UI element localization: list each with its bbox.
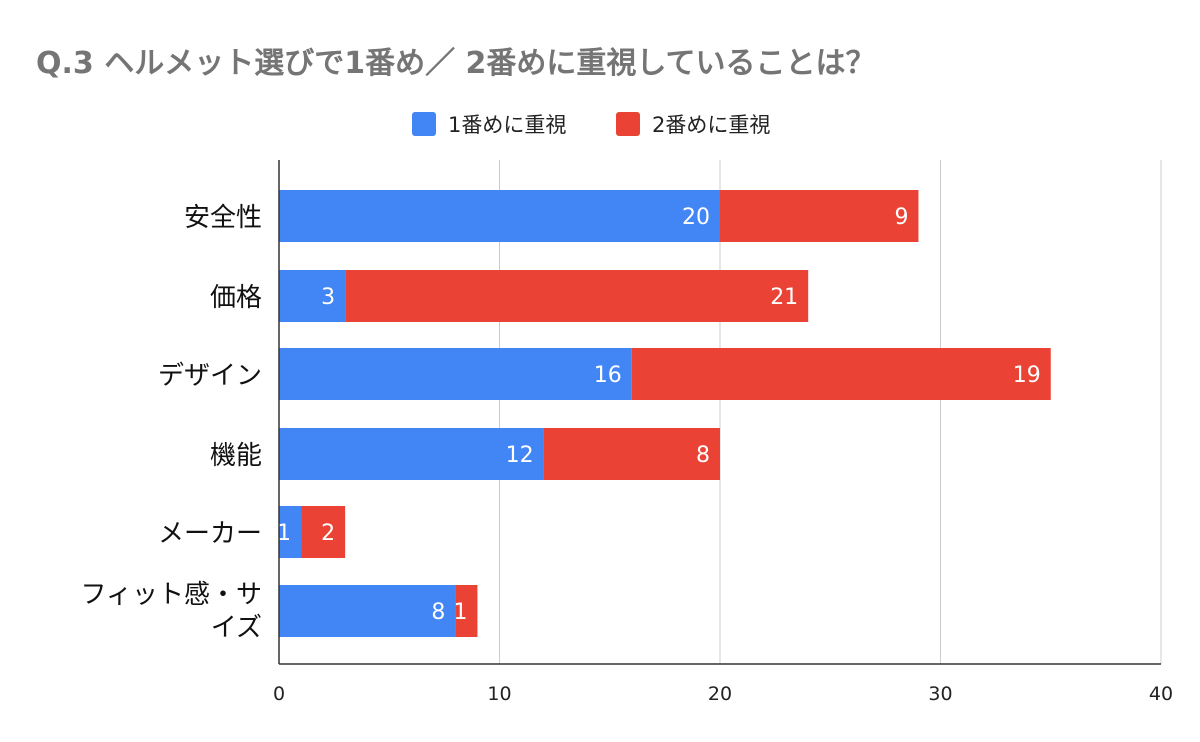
chart-title: Q.3 ヘルメット選びで1番め／ 2番めに重視していることは？ [36, 46, 876, 81]
data-label: 9 [894, 205, 908, 230]
category-label-5: フィット感・サイズ [81, 580, 262, 643]
bar-first-0 [279, 190, 720, 242]
category-label-3: 機能 [210, 441, 262, 471]
data-label: 3 [321, 285, 335, 310]
bar-second-1 [345, 270, 809, 322]
data-label: 8 [431, 600, 445, 625]
data-label: 21 [770, 285, 798, 310]
bar-second-2 [631, 348, 1051, 400]
data-label: 2 [321, 521, 335, 546]
data-label: 8 [696, 443, 710, 468]
bar-first-3 [279, 428, 544, 480]
x-tick-label: 10 [487, 683, 511, 705]
bar-first-2 [279, 348, 632, 400]
legend-label-series-1: 1番めに重視 [448, 113, 567, 137]
data-label: 19 [1013, 363, 1041, 388]
category-label-1: 価格 [210, 283, 262, 313]
category-label-0: 安全性 [184, 203, 262, 233]
x-tick-label: 0 [273, 683, 285, 705]
data-label: 1 [277, 521, 291, 546]
bar-second-3 [543, 428, 720, 480]
x-tick-label: 30 [928, 683, 952, 705]
bar-second-4 [301, 506, 346, 558]
category-label-2: デザイン [158, 361, 262, 391]
bar-second-5 [455, 585, 478, 637]
bar-second-0 [720, 190, 919, 242]
data-label: 1 [453, 600, 467, 625]
legend-label-series-2: 2番めに重視 [652, 113, 771, 137]
category-label-4: メーカー [158, 519, 262, 549]
x-tick-label: 40 [1149, 683, 1173, 705]
legend-item-series-2[interactable]: 2番めに重視 [616, 110, 770, 138]
legend-swatch-series-1 [412, 112, 436, 136]
data-label: 12 [506, 443, 534, 468]
data-label: 16 [594, 363, 622, 388]
legend-item-series-1[interactable]: 1番めに重視 [412, 110, 566, 138]
data-label: 20 [682, 205, 710, 230]
x-tick-label: 20 [708, 683, 732, 705]
bar-first-1 [279, 270, 346, 322]
legend-swatch-series-2 [616, 112, 640, 136]
bar-first-5 [279, 585, 456, 637]
bar-first-4 [279, 506, 302, 558]
